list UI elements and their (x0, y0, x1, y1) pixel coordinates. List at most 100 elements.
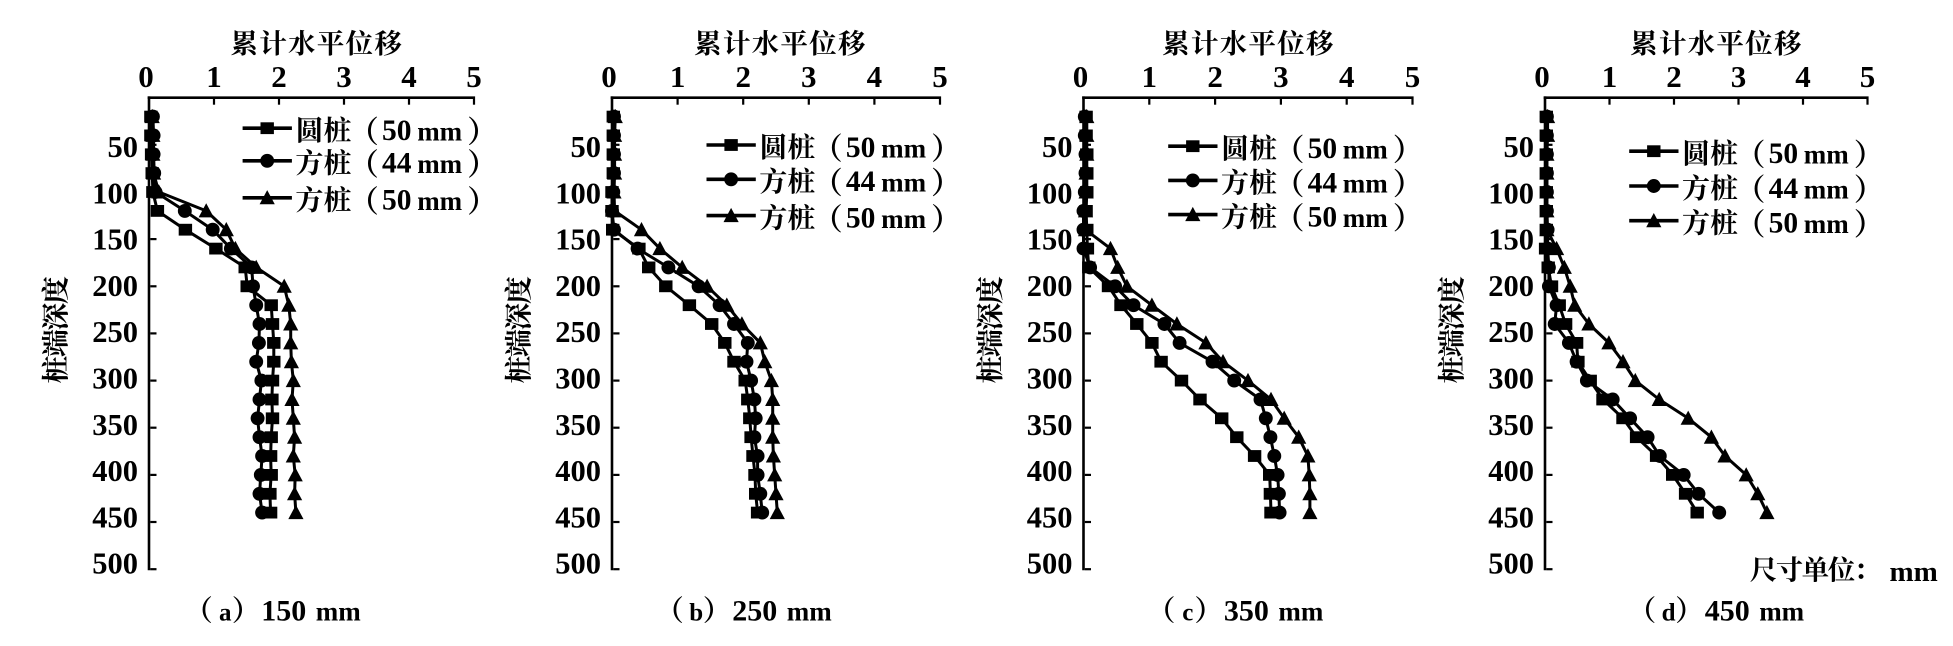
svg-text:450: 450 (1027, 500, 1073, 534)
svg-text:350: 350 (1488, 408, 1534, 442)
svg-text:mm: mm (881, 168, 926, 198)
svg-text:350: 350 (1027, 408, 1073, 442)
svg-text:400: 400 (1488, 454, 1534, 488)
svg-text:mm: mm (1343, 135, 1388, 165)
svg-text:3: 3 (801, 59, 817, 94)
svg-text:500: 500 (555, 547, 601, 581)
svg-text:400: 400 (555, 454, 601, 488)
svg-text:500: 500 (92, 547, 138, 581)
svg-text:100: 100 (1488, 176, 1534, 210)
svg-text:5: 5 (1405, 59, 1421, 94)
svg-text:200: 200 (1488, 269, 1534, 303)
svg-text:250: 250 (1488, 315, 1534, 349)
svg-text:mm: mm (417, 186, 462, 216)
svg-text:250: 250 (732, 594, 777, 627)
svg-text:4: 4 (867, 59, 883, 94)
svg-text:500: 500 (1027, 547, 1073, 581)
svg-text:4: 4 (1339, 59, 1355, 94)
svg-text:350: 350 (92, 408, 138, 442)
svg-text:450: 450 (555, 500, 601, 534)
svg-text:50: 50 (108, 130, 139, 164)
svg-text:250: 250 (92, 315, 138, 349)
svg-text:150: 150 (555, 223, 601, 257)
svg-text:a: a (219, 599, 232, 626)
svg-text:b: b (689, 599, 703, 626)
svg-text:300: 300 (555, 362, 601, 396)
svg-text:150: 150 (1488, 223, 1534, 257)
svg-text:300: 300 (1027, 362, 1073, 396)
svg-text:50: 50 (1504, 130, 1535, 164)
svg-text:1: 1 (1602, 59, 1618, 94)
svg-text:150: 150 (92, 223, 138, 257)
svg-text:0: 0 (1534, 59, 1550, 94)
svg-text:250: 250 (555, 315, 601, 349)
svg-text:5: 5 (1860, 59, 1876, 94)
svg-text:0: 0 (601, 59, 617, 94)
svg-text:2: 2 (271, 59, 287, 94)
svg-text:100: 100 (92, 176, 138, 210)
svg-text:5: 5 (466, 59, 482, 94)
svg-text:d: d (1662, 599, 1676, 626)
svg-text:50: 50 (1042, 130, 1073, 164)
svg-text:4: 4 (401, 59, 417, 94)
svg-text:400: 400 (92, 454, 138, 488)
svg-text:c: c (1182, 599, 1193, 626)
svg-text:mm: mm (1890, 556, 1938, 588)
svg-text:44: 44 (1769, 173, 1799, 205)
svg-text:150: 150 (1027, 223, 1073, 257)
svg-text:4: 4 (1795, 59, 1811, 94)
svg-text:350: 350 (555, 408, 601, 442)
svg-text:50: 50 (1769, 208, 1799, 240)
svg-text:50: 50 (1308, 133, 1338, 165)
svg-text:200: 200 (1027, 269, 1073, 303)
svg-text:50: 50 (846, 132, 876, 164)
svg-text:mm: mm (1343, 203, 1388, 233)
svg-text:150: 150 (261, 594, 306, 627)
svg-text:50: 50 (382, 185, 412, 217)
svg-text:350: 350 (1224, 594, 1269, 627)
svg-text:mm: mm (316, 596, 361, 626)
svg-text:50: 50 (1769, 138, 1799, 170)
svg-text:mm: mm (881, 133, 926, 163)
svg-text:44: 44 (846, 166, 876, 198)
svg-text:2: 2 (735, 59, 751, 94)
svg-text:200: 200 (555, 269, 601, 303)
svg-text:2: 2 (1207, 59, 1223, 94)
svg-text:250: 250 (1027, 315, 1073, 349)
svg-text:mm: mm (1804, 140, 1849, 170)
svg-text:3: 3 (336, 59, 352, 94)
svg-text:300: 300 (92, 362, 138, 396)
svg-text:5: 5 (932, 59, 948, 94)
svg-text:2: 2 (1666, 59, 1682, 94)
svg-text:mm: mm (417, 117, 462, 147)
svg-text:0: 0 (138, 59, 154, 94)
svg-text:100: 100 (1027, 176, 1073, 210)
svg-text:1: 1 (670, 59, 686, 94)
svg-text:mm: mm (1804, 174, 1849, 204)
svg-text:mm: mm (417, 149, 462, 179)
svg-text:50: 50 (382, 115, 412, 147)
svg-text:400: 400 (1027, 454, 1073, 488)
svg-text:44: 44 (1308, 167, 1338, 199)
svg-text:50: 50 (571, 130, 602, 164)
svg-text:mm: mm (881, 204, 926, 234)
svg-text:450: 450 (1488, 500, 1534, 534)
svg-text:50: 50 (846, 203, 876, 235)
svg-text:3: 3 (1273, 59, 1289, 94)
svg-text:mm: mm (1804, 209, 1849, 239)
svg-text:1: 1 (1142, 59, 1158, 94)
svg-text:mm: mm (1278, 596, 1323, 626)
svg-text:500: 500 (1488, 547, 1534, 581)
svg-text:450: 450 (92, 500, 138, 534)
svg-text:44: 44 (382, 148, 412, 180)
svg-text:mm: mm (1759, 596, 1804, 626)
svg-text:300: 300 (1488, 362, 1534, 396)
svg-text:200: 200 (92, 269, 138, 303)
svg-text:450: 450 (1705, 594, 1750, 627)
svg-text:50: 50 (1308, 202, 1338, 234)
svg-text:100: 100 (555, 176, 601, 210)
svg-text:mm: mm (1343, 169, 1388, 199)
svg-text:3: 3 (1731, 59, 1747, 94)
svg-text:1: 1 (206, 59, 222, 94)
svg-text:0: 0 (1073, 59, 1089, 94)
